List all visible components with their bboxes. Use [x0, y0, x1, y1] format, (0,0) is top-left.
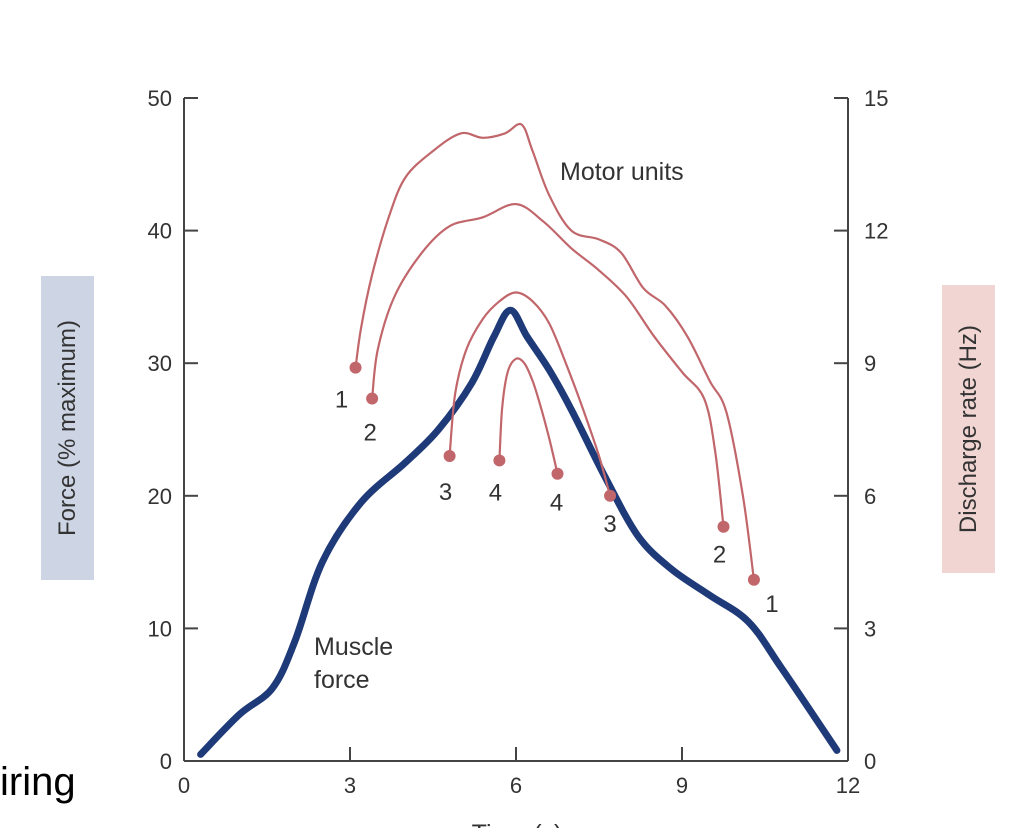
motor-unit-2-end-label: 2 [713, 542, 726, 569]
motor-units-annotation: Motor units [560, 158, 684, 186]
motor-unit-1-start-point [349, 361, 362, 374]
right-y-tick-label: 15 [864, 86, 888, 111]
left-y-tick-label: 40 [148, 219, 172, 244]
x-axis-label: Time (s) [472, 820, 563, 828]
right-axis-label-box: Discharge rate (Hz) [942, 285, 995, 573]
motor-unit-4-end-label: 4 [550, 490, 563, 517]
left-y-tick-label: 10 [148, 616, 172, 641]
motor-unit-4-start-label: 4 [489, 479, 502, 506]
right-y-tick-label: 6 [864, 484, 876, 509]
motor-unit-1-line [354, 122, 755, 581]
right-y-tick-label: 0 [864, 749, 876, 774]
motor-unit-2-line [371, 202, 725, 528]
muscle-force-annotation-line2: force [314, 666, 370, 694]
motor-unit-3-end-label: 3 [603, 511, 616, 538]
right-y-tick-label: 3 [864, 616, 876, 641]
motor-unit-4-line [498, 357, 559, 475]
x-tick-label: 0 [178, 773, 190, 798]
motor-unit-2-start-point [366, 392, 379, 405]
right-y-tick-label: 9 [864, 351, 876, 376]
motor-unit-3-start-point [443, 450, 456, 463]
motor-unit-4-end-point [551, 467, 564, 480]
motor-unit-3-line [448, 291, 612, 497]
motor-unit-1-end-label: 1 [765, 591, 778, 618]
chart-series [197, 122, 841, 758]
motor-unit-4-start-point [493, 454, 506, 467]
muscle-force-annotation-line1: Muscle [314, 633, 393, 661]
motor-unit-1-start-label: 1 [335, 387, 348, 414]
muscle-force-line [197, 306, 841, 758]
motor-unit-1-end-point [747, 573, 760, 586]
slide-partial-title: iring [0, 760, 76, 804]
motor-unit-2-start-label: 2 [363, 420, 376, 447]
motor-unit-2-end-point [717, 520, 730, 533]
x-tick-label: 3 [344, 773, 356, 798]
left-y-tick-label: 20 [148, 484, 172, 509]
motor-unit-3-start-label: 3 [439, 479, 452, 506]
left-axis-label: Force (% maximum) [53, 319, 81, 536]
right-axis-label: Discharge rate (Hz) [954, 324, 982, 534]
left-y-tick-label: 0 [160, 749, 172, 774]
left-axis-label-box: Force (% maximum) [41, 276, 94, 580]
chart-labels: Motor units Muscle force Time (s) [314, 158, 684, 828]
motor-unit-3-end-point [604, 489, 617, 502]
right-y-tick-label: 12 [864, 219, 888, 244]
x-tick-label: 6 [510, 773, 522, 798]
left-y-tick-label: 50 [148, 86, 172, 111]
left-y-tick-label: 30 [148, 351, 172, 376]
x-tick-label: 9 [676, 773, 688, 798]
x-tick-label: 12 [836, 773, 860, 798]
